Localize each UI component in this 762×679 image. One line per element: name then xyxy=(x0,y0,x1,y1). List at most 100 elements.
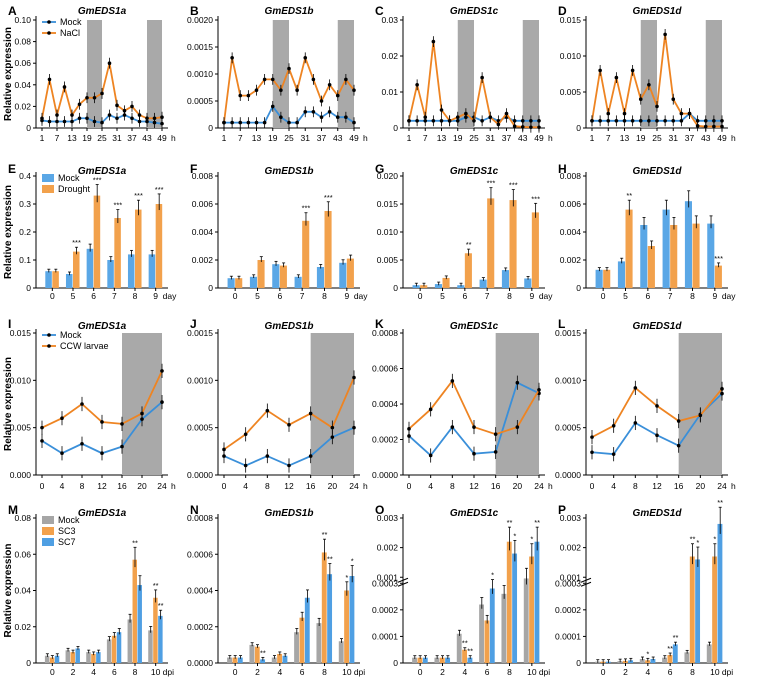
bar xyxy=(487,198,495,288)
y-tick-label: 0 xyxy=(393,283,398,293)
panel-label: O xyxy=(375,503,384,517)
x-tick-label: 8 xyxy=(507,291,512,301)
panel-title: GmEDS1c xyxy=(450,508,499,519)
bar xyxy=(667,655,673,663)
data-point xyxy=(439,119,444,123)
significance-label: *** xyxy=(113,201,122,210)
data-point xyxy=(352,120,356,125)
bar xyxy=(412,285,420,288)
data-point xyxy=(447,119,452,123)
x-tick-label: 0 xyxy=(418,667,423,677)
data-point xyxy=(622,111,627,116)
y-tick-label: 0.0010 xyxy=(187,375,213,385)
x-tick-label: 25 xyxy=(469,133,479,143)
data-point xyxy=(287,423,291,427)
x-tick-label: 0 xyxy=(601,291,606,301)
data-point xyxy=(439,108,444,112)
data-point xyxy=(598,119,602,123)
data-point xyxy=(130,104,134,109)
bar xyxy=(672,644,678,663)
panel-title: GmEDS1d xyxy=(633,321,683,332)
panel-label: K xyxy=(375,317,384,331)
x-tick-label: 6 xyxy=(277,291,282,301)
data-point xyxy=(611,452,616,456)
x-tick-label: 8 xyxy=(265,481,270,491)
legend-marker xyxy=(47,31,51,35)
bar xyxy=(484,620,490,663)
x-tick-label: 7 xyxy=(606,133,611,143)
panel-title: GmEDS1a xyxy=(78,6,127,17)
significance-label: * xyxy=(713,535,716,544)
bar xyxy=(670,225,678,288)
bar xyxy=(689,556,695,663)
data-point xyxy=(55,119,59,124)
y-tick-label: 0.0002 xyxy=(372,435,398,445)
data-point xyxy=(472,119,476,123)
data-point xyxy=(60,451,64,456)
data-point xyxy=(85,95,89,100)
x-tick-label: 49 xyxy=(534,133,544,143)
data-point xyxy=(703,119,708,123)
bar xyxy=(434,284,442,288)
x-tick-label: 6 xyxy=(462,291,467,301)
legend-label: Mock xyxy=(60,330,82,340)
x-tick-label: 4 xyxy=(277,667,282,677)
y-tick-label: 0 xyxy=(26,658,31,668)
shaded-period xyxy=(495,333,539,475)
data-point xyxy=(655,119,659,123)
y-tick-label: 0.04 xyxy=(14,80,31,90)
data-point xyxy=(655,433,659,438)
bar xyxy=(155,204,163,288)
bar xyxy=(684,652,690,663)
significance-label: ** xyxy=(667,644,673,653)
y-tick-label: 0.02 xyxy=(381,51,398,61)
x-tick-label: 1 xyxy=(40,133,45,143)
significance-label: * xyxy=(513,531,516,540)
data-point xyxy=(140,411,144,416)
data-point xyxy=(352,425,356,430)
panel-label: B xyxy=(190,4,199,18)
bar xyxy=(692,223,700,288)
data-point xyxy=(265,454,270,458)
y-tick-label: 0.0002 xyxy=(555,605,581,615)
legend-marker xyxy=(47,20,51,24)
x-tick-label: 1 xyxy=(407,133,412,143)
x-tick-label: 0 xyxy=(233,667,238,677)
x-tick-label: 0 xyxy=(407,481,412,491)
x-tick-label: 6 xyxy=(485,667,490,677)
bar xyxy=(45,271,52,288)
x-tick-label: 8 xyxy=(690,667,695,677)
x-tick-label: 0 xyxy=(222,481,227,491)
data-point xyxy=(115,103,119,108)
data-point xyxy=(308,411,313,416)
data-point xyxy=(122,108,127,113)
panel-title: GmEDS1a xyxy=(78,508,127,519)
data-point xyxy=(100,420,104,424)
bar xyxy=(116,632,122,663)
data-point xyxy=(415,119,419,123)
x-tick-label: 7 xyxy=(112,291,117,301)
x-tick-label: 4 xyxy=(611,481,616,491)
x-tick-label: 8 xyxy=(80,481,85,491)
y-tick-label: 0.0004 xyxy=(372,399,398,409)
significance-label: ** xyxy=(717,498,723,507)
data-point xyxy=(431,119,436,123)
x-tick-label: 8 xyxy=(633,481,638,491)
bar xyxy=(302,220,310,288)
legend-swatch xyxy=(42,527,54,535)
axis-break-mark xyxy=(397,581,409,587)
x-unit-label: dpi xyxy=(722,667,733,677)
bar xyxy=(227,657,232,663)
legend-label: SC7 xyxy=(58,537,76,547)
data-point xyxy=(262,120,267,125)
bar xyxy=(135,209,142,288)
y-tick-label: 0.01 xyxy=(381,87,398,97)
bar xyxy=(501,593,507,663)
data-point xyxy=(493,450,498,454)
bar xyxy=(304,597,310,663)
bar xyxy=(456,633,462,663)
x-tick-label: 7 xyxy=(423,133,428,143)
axis-break-mark xyxy=(580,581,592,587)
data-point xyxy=(647,119,651,123)
panel-title: GmEDS1b xyxy=(265,321,314,332)
